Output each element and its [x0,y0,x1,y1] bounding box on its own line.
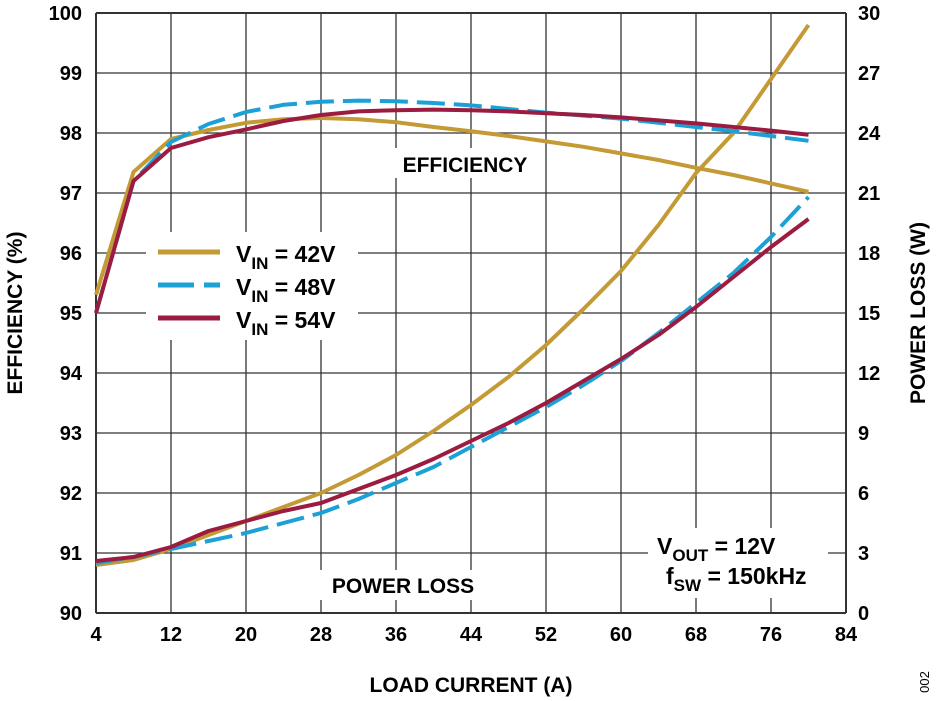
y-tick-label: 98 [60,123,82,145]
y2-tick-label: 27 [858,63,880,85]
y2-tick-label: 21 [858,183,880,205]
efficiency-label-bg [385,148,545,178]
efficiency-line-0 [94,116,809,296]
vout-annotation: VOUT = 12V [657,533,776,565]
y2-axis-label: POWER LOSS (W) [907,222,930,404]
y2-tick-label: 0 [858,603,869,625]
y-tick-label: 99 [60,63,82,85]
tick-labels: 4 12 20 28 36 44 52 60 68 76 849091929394959697989… [49,3,881,646]
y-tick-label: 93 [60,423,82,445]
x-tick-label: 52 [535,624,557,646]
series-lines [94,23,811,567]
y2-tick-label: 18 [858,243,880,265]
y-tick-label: 90 [60,603,82,625]
x-tick-label: 60 [610,624,632,646]
y-tick-label: 95 [60,303,82,325]
power-loss-annotation: POWER LOSS [332,575,474,598]
x-tick-label: 12 [160,624,182,646]
y2-tick-label: 15 [858,303,880,325]
y2-tick-label: 24 [858,123,881,145]
y-tick-label: 97 [60,183,82,205]
y-tick-label: 100 [49,3,82,25]
conditions-bg [648,528,828,598]
fsw-annotation: fSW = 150kHz [666,563,807,595]
x-tick-label: 36 [385,624,407,646]
x-tick-label: 20 [235,624,257,646]
y2-tick-label: 12 [858,363,880,385]
x-tick-label: 68 [685,624,707,646]
power-loss-line-2 [95,217,810,563]
y-tick-label: 94 [60,363,83,385]
y-tick-label: 91 [60,543,82,565]
efficiency-line-2 [94,107,809,314]
power-loss-line-0 [95,23,811,567]
x-tick-label: 84 [835,624,858,646]
x-tick-label: 76 [760,624,782,646]
power-loss-line-1 [95,195,810,565]
efficiency-line-1 [94,98,809,314]
y2-tick-label: 30 [858,3,880,25]
y-tick-label: 96 [60,243,82,265]
figure-id: 002 [917,671,932,693]
power-loss-label-bg [310,570,496,600]
legend-label: VIN = 54V [236,307,336,339]
y-tick-label: 92 [60,483,82,505]
legend-label: VIN = 48V [236,274,336,306]
y2-tick-label: 9 [858,423,869,445]
efficiency-annotation: EFFICIENCY [403,154,528,177]
x-tick-label: 44 [460,624,483,646]
y2-tick-label: 3 [858,543,869,565]
x-tick-label: 4 [90,624,102,646]
x-axis-label: LOAD CURRENT (A) [370,674,573,697]
y2-tick-label: 6 [858,483,869,505]
legend-label: VIN = 42V [236,241,336,273]
x-tick-label: 28 [310,624,332,646]
y-axis-label: EFFICIENCY (%) [4,232,27,395]
